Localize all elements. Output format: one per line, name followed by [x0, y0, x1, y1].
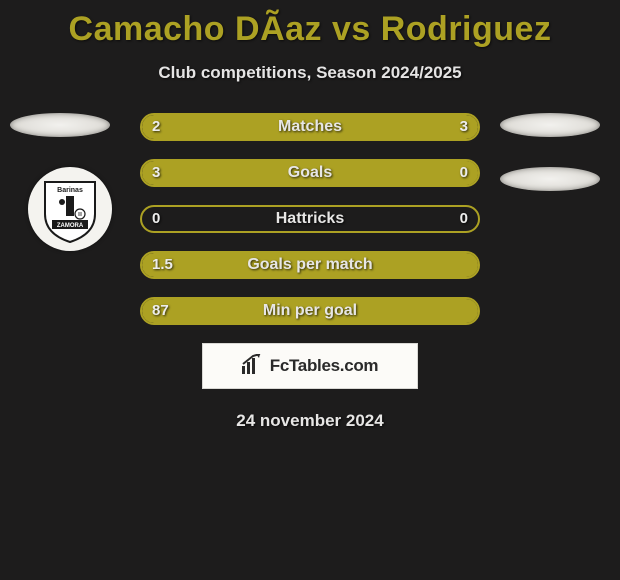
stat-bars: Matches23Goals30Hattricks00Goals per mat… [140, 113, 480, 343]
date-line: 24 november 2024 [0, 411, 620, 431]
club-badge-icon: Barinas ZAMORA [40, 174, 100, 244]
page-subtitle: Club competitions, Season 2024/2025 [0, 63, 620, 83]
stat-bar: Matches2 3 [140, 113, 480, 141]
stat-bar: Goals3 0 [140, 159, 480, 187]
footer-area: FcTables.com 24 november 2024 [0, 343, 620, 431]
stat-bar: Goals per match1.5 [140, 251, 480, 279]
club-badge: Barinas ZAMORA [28, 167, 112, 251]
stat-bar-label: Goals [142, 161, 478, 185]
svg-text:Barinas: Barinas [57, 187, 83, 194]
player-oval [10, 113, 110, 137]
stat-bar-left-value: 87 [152, 299, 169, 323]
stat-bar-left-value: 0 [152, 207, 160, 231]
player-oval [500, 167, 600, 191]
brand-text: FcTables.com [270, 356, 379, 376]
stat-bar-left-value: 2 [152, 115, 160, 139]
svg-text:ZAMORA: ZAMORA [57, 223, 84, 229]
stat-bar-label: Hattricks [142, 207, 478, 231]
stat-bar-right-value: 0 [460, 161, 468, 185]
stat-bar-label: Matches [142, 115, 478, 139]
stat-bar-left-value: 1.5 [152, 253, 173, 277]
stat-bar: Min per goal87 [140, 297, 480, 325]
stat-bar-label: Goals per match [142, 253, 478, 277]
page-title: Camacho DÃ­az vs Rodriguez [0, 0, 620, 49]
brand-chart-icon [242, 354, 264, 379]
stat-bar-left-value: 3 [152, 161, 160, 185]
stat-bar-right-value: 0 [460, 207, 468, 231]
brand-box: FcTables.com [202, 343, 418, 389]
stat-bar: Hattricks0 0 [140, 205, 480, 233]
player-oval [500, 113, 600, 137]
stat-bar-right-value: 3 [460, 115, 468, 139]
stat-bar-label: Min per goal [142, 299, 478, 323]
